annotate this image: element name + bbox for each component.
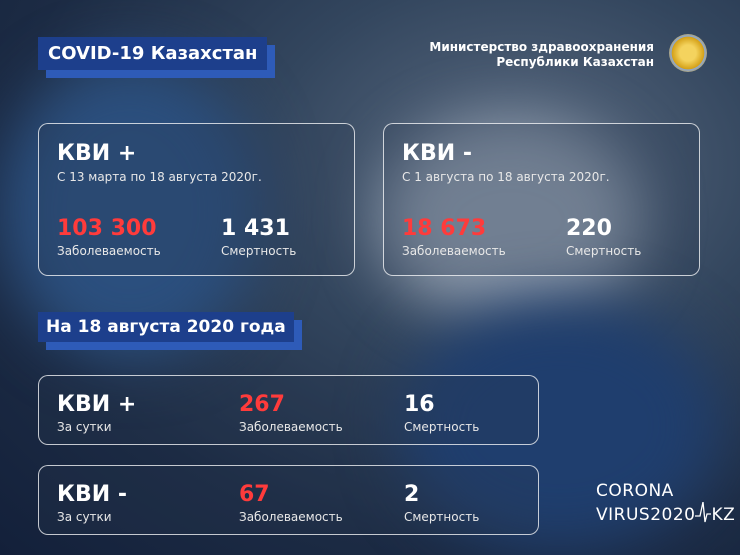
background-blur [400,300,720,550]
daily-card-positive: КВИ + За сутки 267 Заболеваемость 16 Сме… [38,375,539,445]
card-period: С 1 августа по 18 августа 2020г. [402,170,610,184]
cumulative-card-positive: КВИ + С 13 марта по 18 августа 2020г. 10… [38,123,355,276]
cases-label: Заболеваемость [239,510,343,524]
daily-card-negative: КВИ - За сутки 67 Заболеваемость 2 Смерт… [38,465,539,535]
cases-value: 18 673 [402,216,487,241]
card-period: За сутки [57,510,112,524]
cumulative-card-negative: КВИ - С 1 августа по 18 августа 2020г. 1… [383,123,700,276]
ministry-line1: Министерство здравоохранения [429,40,654,54]
cases-label: Заболеваемость [402,244,506,258]
deaths-label: Смертность [566,244,642,258]
deaths-value: 16 [404,392,435,417]
deaths-label: Смертность [221,244,297,258]
card-heading: КВИ - [402,141,472,166]
card-heading: КВИ + [57,392,137,417]
ministry-name: Министерство здравоохранения Республики … [429,40,654,70]
cases-value: 103 300 [57,216,157,241]
deaths-label: Смертность [404,420,480,434]
card-period: С 13 марта по 18 августа 2020г. [57,170,262,184]
background-blur [0,60,260,360]
kazakhstan-emblem-icon [669,34,707,72]
page-title: COVID-19 Казахстан [38,37,268,70]
cases-label: Заболеваемость [57,244,161,258]
card-period: За сутки [57,420,112,434]
cases-label: Заболеваемость [239,420,343,434]
deaths-value: 1 431 [221,216,290,241]
card-heading: КВИ - [57,482,127,507]
logo-suffix: KZ [711,505,736,525]
coronavirus2020-logo: CORONA VIRUS2020 KZ [596,480,735,526]
card-heading: КВИ + [57,141,137,166]
heartbeat-icon [695,501,712,523]
background-blur [380,120,640,320]
ministry-line2: Республики Казахстан [496,55,654,69]
deaths-label: Смертность [404,510,480,524]
cases-value: 267 [239,392,285,417]
logo-line1: CORONA [596,481,674,501]
logo-line2: VIRUS2020 [596,505,696,525]
daily-section-title: На 18 августа 2020 года [38,312,294,342]
deaths-value: 220 [566,216,612,241]
deaths-value: 2 [404,482,420,507]
cases-value: 67 [239,482,270,507]
